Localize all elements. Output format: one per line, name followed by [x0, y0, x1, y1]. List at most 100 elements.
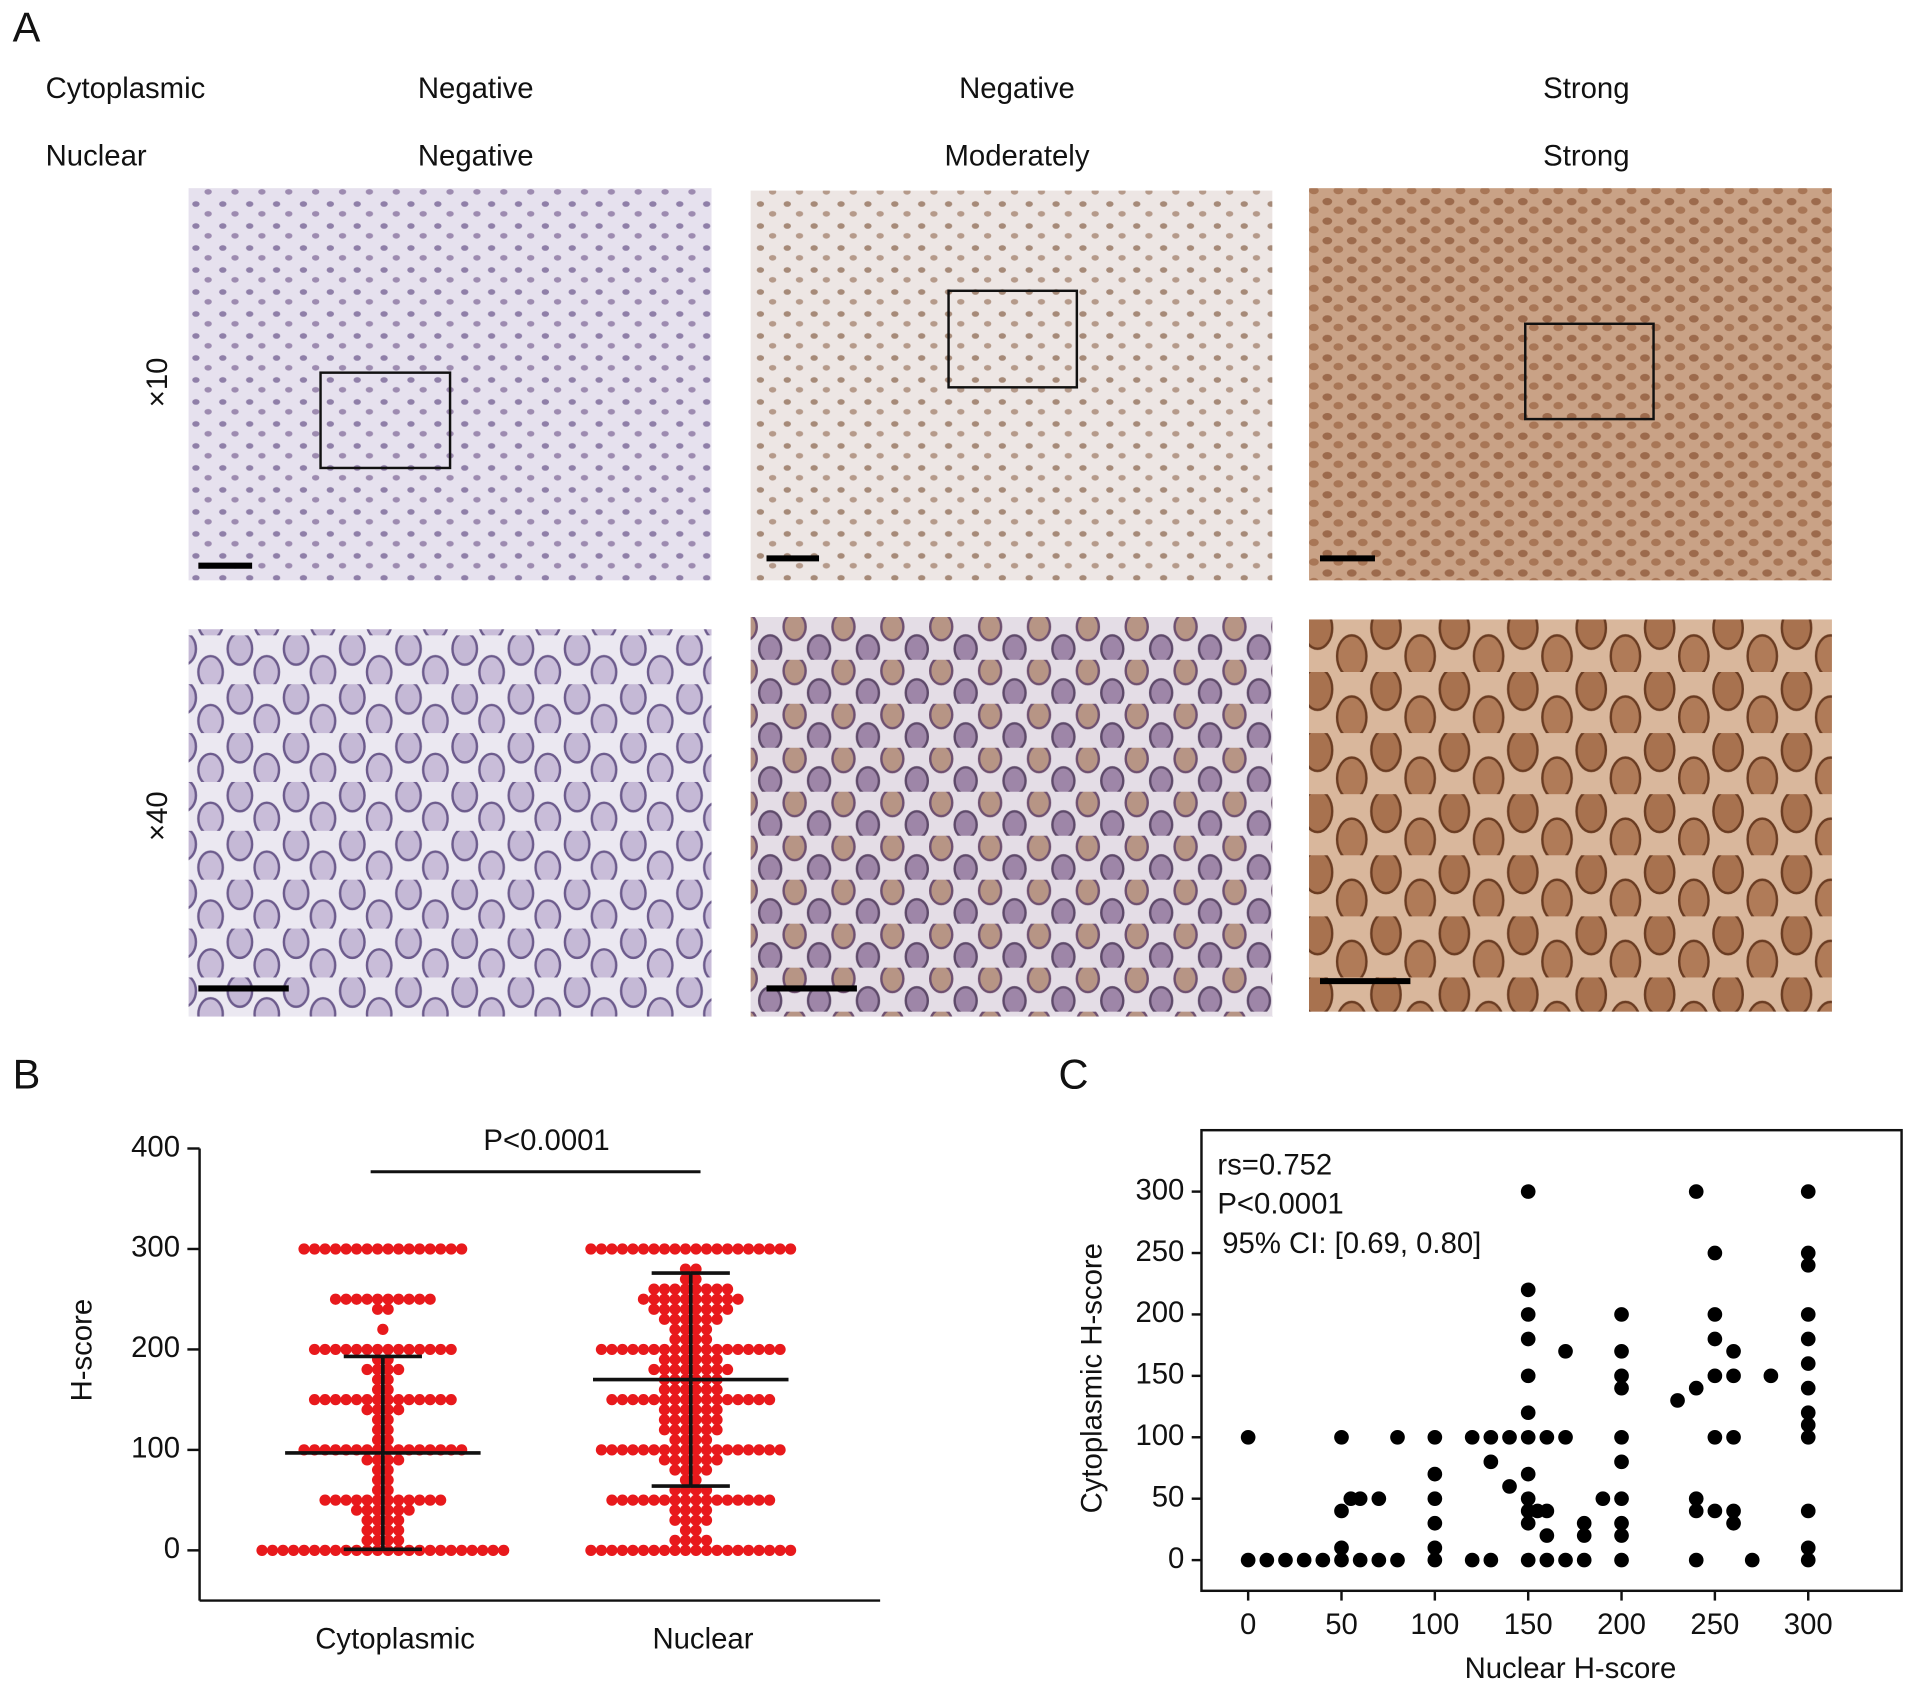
dot [763, 1243, 776, 1255]
dot [627, 1544, 639, 1556]
dot [679, 1363, 692, 1376]
dot [382, 1414, 394, 1426]
dot [371, 1464, 384, 1476]
dot [679, 1534, 692, 1546]
point [1558, 1429, 1573, 1445]
dot [711, 1544, 723, 1556]
dot [742, 1394, 755, 1406]
dot [298, 1243, 310, 1255]
dot [371, 1363, 384, 1376]
dot [350, 1394, 363, 1406]
dot [658, 1343, 671, 1356]
point [1390, 1429, 1405, 1445]
y-tick-label: 300 [131, 1231, 180, 1264]
dot [711, 1343, 723, 1356]
dot [763, 1343, 776, 1356]
dot [700, 1283, 713, 1295]
point [1390, 1552, 1405, 1568]
dot [690, 1454, 702, 1466]
dot [361, 1363, 373, 1376]
dot [679, 1243, 692, 1255]
dot [371, 1404, 384, 1416]
dot [585, 1544, 597, 1556]
point [1502, 1429, 1517, 1445]
point [1800, 1380, 1816, 1396]
point [1800, 1405, 1816, 1421]
dot [392, 1363, 405, 1376]
point [1726, 1368, 1741, 1384]
dot [371, 1383, 384, 1396]
dot [361, 1404, 373, 1416]
dot [711, 1383, 723, 1396]
dot [648, 1544, 660, 1556]
point [1614, 1491, 1629, 1507]
micrograph [750, 617, 1273, 1017]
dot [637, 1243, 650, 1255]
dot [616, 1394, 629, 1406]
dot [690, 1323, 702, 1335]
dot [308, 1394, 321, 1406]
dot [690, 1444, 702, 1456]
dot [466, 1544, 478, 1556]
dot [382, 1373, 394, 1386]
dot [382, 1484, 394, 1496]
dot [669, 1404, 681, 1416]
point [1688, 1491, 1704, 1507]
dot [711, 1394, 723, 1406]
dot [711, 1303, 723, 1315]
dot [669, 1534, 681, 1546]
dot [340, 1394, 352, 1406]
x-axis-label: Nuclear H-score [1465, 1652, 1677, 1685]
point [1688, 1503, 1704, 1519]
dot [679, 1303, 692, 1315]
dot [435, 1544, 447, 1556]
dot [298, 1544, 310, 1556]
dot [742, 1444, 755, 1456]
dot [700, 1303, 713, 1315]
point [1315, 1552, 1331, 1568]
point [1800, 1307, 1816, 1322]
point [1707, 1368, 1723, 1384]
dot [627, 1494, 639, 1506]
point [1707, 1503, 1723, 1519]
dot [606, 1243, 618, 1255]
dot [382, 1303, 394, 1315]
dot [679, 1524, 692, 1536]
dot [350, 1494, 363, 1506]
dot [382, 1524, 394, 1536]
point [1614, 1429, 1629, 1445]
point [1726, 1503, 1741, 1519]
row-label: Nuclear [46, 139, 147, 172]
dot [371, 1434, 384, 1446]
dot [424, 1394, 436, 1406]
dot [732, 1494, 744, 1506]
dot [658, 1494, 671, 1506]
dot [690, 1293, 702, 1305]
dot [606, 1544, 618, 1556]
dot [414, 1243, 426, 1255]
plot-frame [1200, 1128, 1903, 1593]
dot [445, 1544, 457, 1556]
dot [690, 1303, 702, 1315]
point [1614, 1454, 1629, 1470]
point [1670, 1393, 1685, 1408]
micrograph [1308, 188, 1832, 581]
dot [711, 1454, 723, 1466]
dot [658, 1363, 671, 1376]
point [1576, 1552, 1592, 1568]
dot [700, 1454, 713, 1466]
point [1688, 1184, 1704, 1199]
point [1520, 1405, 1536, 1421]
dot [361, 1394, 373, 1406]
dot [721, 1303, 734, 1315]
column-label: Strong [1543, 72, 1629, 105]
point [1352, 1491, 1368, 1507]
dot [637, 1343, 650, 1356]
dot [648, 1444, 660, 1456]
annotation: P<0.0001 [1217, 1188, 1343, 1221]
annotation: 95% CI: [0.69, 0.80] [1222, 1227, 1481, 1260]
y-tick-label: 400 [131, 1130, 180, 1163]
dot [424, 1544, 436, 1556]
point [1334, 1540, 1349, 1556]
dot [648, 1343, 660, 1356]
